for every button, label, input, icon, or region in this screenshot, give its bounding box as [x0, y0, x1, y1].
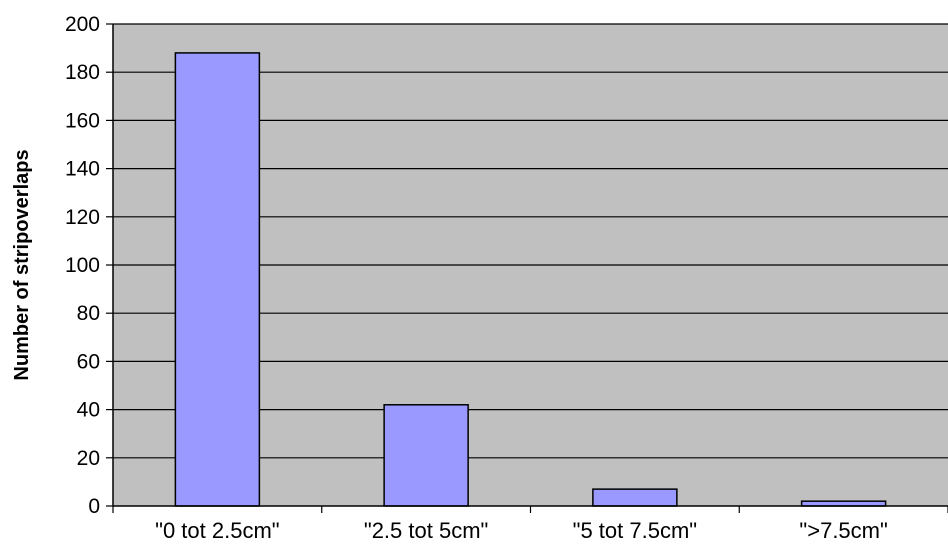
axes: 0 20 40 60 80 100 120 140 160 180 200 "0 tot 2.5cm"…	[65, 13, 948, 543]
y-tick-label: 40	[77, 399, 100, 422]
x-tick-label: ">7.5cm"	[799, 518, 887, 543]
bars	[174, 52, 887, 507]
y-tick-label: 200	[65, 13, 100, 36]
x-tick-label: "2.5 tot 5cm"	[364, 518, 488, 543]
x-tick-label: "0 tot 2.5cm"	[155, 518, 279, 543]
y-tick-label: 20	[77, 447, 100, 470]
x-tick-label: "5 tot 7.5cm"	[573, 518, 697, 543]
y-axis-label: Number of stripoverlaps	[11, 149, 33, 380]
y-tick-label: 60	[77, 350, 100, 373]
bar	[383, 404, 469, 507]
y-tick-label: 180	[65, 61, 100, 84]
bar	[592, 488, 678, 507]
y-tick-label: 80	[77, 302, 100, 325]
y-tick-label: 100	[65, 254, 100, 277]
y-tick-label: 160	[65, 109, 100, 132]
y-tick-label: 140	[65, 158, 100, 181]
y-tick-label: 0	[88, 495, 100, 518]
y-tick-label: 120	[65, 206, 100, 229]
bar	[174, 52, 261, 507]
